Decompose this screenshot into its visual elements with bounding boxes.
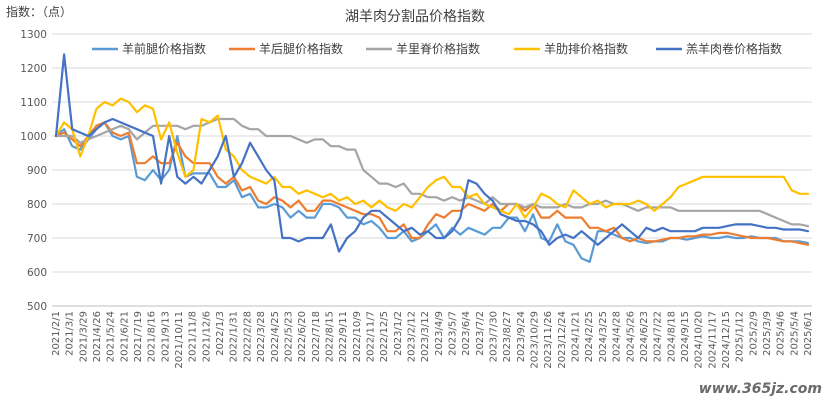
x-axis-ticks: 2021/2/1 2021/3/1 2021/3/29 2021/4/26 2021/5… [51,311,814,369]
chart-title: 湖羊肉分割品价格指数 [345,8,485,25]
x-tick-label: 2022/9/11 [338,311,349,362]
x-tick-label: 2024/7/22 [653,311,664,362]
y-tick-label: 1200 [20,63,47,75]
x-tick-label: 2023/9/24 [516,311,527,362]
y-axis-ticks: 500 600 700 800 900 1000 1100 1200 1300 [20,29,47,313]
y-tick-label: 1000 [20,131,47,143]
y-tick-label: 900 [27,165,47,177]
x-tick-label: 2021/11/8 [188,311,199,362]
x-tick-label: 2021/10/11 [174,311,185,369]
x-tick-label: 2021/12/6 [201,311,212,362]
x-tick-label: 2024/1/21 [571,311,582,362]
x-tick-label: 2021/2/1 [51,311,62,356]
x-tick-label: 2022/1/3 [215,311,226,356]
x-tick-label: 2025/4/6 [776,311,787,356]
series-line-1 [54,121,810,263]
x-tick-label: 2025/6/1 [803,311,814,356]
series-line-2 [54,121,810,246]
y-tick-label: 1100 [20,97,47,109]
x-tick-label: 2021/9/13 [160,311,171,362]
x-tick-label: 2021/3/1 [65,311,76,356]
series-line-5 [54,53,810,253]
x-tick-label: 2021/4/26 [92,311,103,362]
x-tick-label: 2024/2/25 [584,311,595,362]
y-tick-label: 1300 [20,29,47,41]
legend-label: 羊肋排价格指数 [544,41,628,56]
legend-label: 羊后腿价格指数 [259,41,343,56]
x-tick-label: 2022/3/28 [256,311,267,362]
x-tick-label: 2023/10/29 [530,311,541,369]
x-tick-label: 2025/5/4 [789,311,800,356]
x-tick-label: 2021/8/16 [147,311,158,362]
x-tick-label: 2025/1/12 [735,311,746,362]
x-tick-label: 2022/2/28 [242,311,253,362]
x-tick-label: 2023/3/12 [420,311,431,362]
x-tick-label: 2025/3/9 [762,311,773,356]
x-tick-label: 2021/6/21 [119,311,130,362]
x-tick-label: 2023/1/2 [393,311,404,356]
x-tick-label: 2023/11/26 [543,311,554,369]
series-lines [54,53,810,263]
x-tick-label: 2021/7/19 [133,311,144,362]
watermark: www.365jz.com [699,381,822,397]
x-tick-label: 2022/5/23 [283,311,294,362]
x-tick-label: 2023/8/27 [502,311,513,362]
x-tick-label: 2022/8/15 [324,311,335,362]
x-tick-label: 2022/10/9 [352,311,363,362]
x-tick-label: 2021/5/24 [106,311,117,362]
y-tick-label: 600 [27,267,47,279]
x-tick-label: 2024/8/18 [666,311,677,362]
x-tick-label: 2024/4/28 [612,311,623,362]
series-line-3 [54,117,810,228]
x-tick-label: 2024/9/15 [680,311,691,362]
y-axis-label: 指数：（点） [6,4,72,19]
x-tick-label: 2022/7/18 [311,311,322,362]
grid-lines [52,33,812,307]
x-tick-label: 2024/11/17 [707,311,718,369]
x-tick-label: 2022/11/7 [365,311,376,362]
y-tick-label: 800 [27,199,47,211]
x-tick-label: 2023/6/4 [461,311,472,356]
legend-label: 羔羊肉卷价格指数 [686,41,782,56]
x-tick-label: 2024/5/26 [625,311,636,362]
x-tick-label: 2022/12/5 [379,311,390,362]
x-tick-label: 2022/6/20 [297,311,308,362]
x-tick-label: 2025/2/9 [748,311,759,356]
x-tick-label: 2024/12/15 [721,311,732,369]
x-tick-label: 2022/1/31 [229,311,240,362]
x-tick-label: 2021/3/29 [78,311,89,362]
legend-label: 羊里脊价格指数 [396,41,480,56]
x-tick-label: 2024/6/23 [639,311,650,362]
x-tick-label: 2023/5/7 [448,311,459,356]
legend-label: 羊前腿价格指数 [122,41,206,56]
x-tick-label: 2023/4/9 [434,311,445,356]
x-tick-label: 2023/7/30 [489,311,500,362]
x-tick-label: 2024/10/20 [694,311,705,369]
series-line-4 [54,97,810,219]
x-tick-label: 2022/4/25 [270,311,281,362]
x-tick-label: 2023/7/2 [475,311,486,356]
y-tick-label: 500 [27,301,47,313]
legend: 羊前腿价格指数 羊后腿价格指数 羊里脊价格指数 羊肋排价格指数 羔羊肉卷价格指数 [92,41,782,56]
x-tick-label: 2024/3/25 [598,311,609,362]
x-tick-label: 2023/2/12 [406,311,417,362]
y-tick-label: 700 [27,233,47,245]
x-tick-label: 2023/12/24 [557,311,568,369]
